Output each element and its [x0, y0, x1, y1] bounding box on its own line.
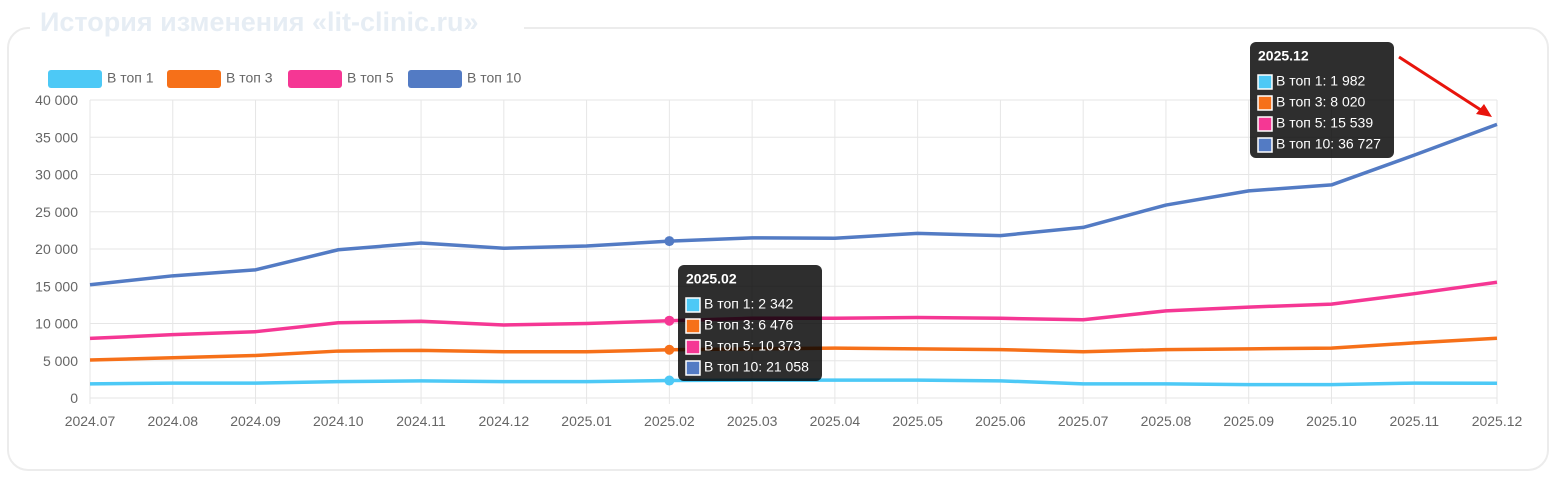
x-tick-label: 2025.06: [975, 413, 1026, 429]
x-tick-label: 2025.10: [1306, 413, 1357, 429]
tooltip-item: В топ 1: 1 982: [1276, 73, 1366, 89]
x-tick-label: 2025.01: [561, 413, 612, 429]
panel-title: История изменения «lit-clinic.ru»: [40, 7, 479, 37]
y-tick-label: 0: [70, 390, 78, 406]
grid: 0 5 000 10 000 15 000 20 000 25 000 30 000 35 0…: [35, 92, 1522, 429]
x-tick-label: 2025.07: [1058, 413, 1109, 429]
tooltip-swatch: [1257, 116, 1273, 132]
tooltip-item: В топ 3: 6 476: [704, 317, 794, 333]
tooltip-swatch: [685, 339, 701, 355]
tooltip: 2025.12 В топ 1: 1 982 В топ 3: 8 020 В топ…: [1250, 42, 1394, 158]
legend-label: В топ 3: [226, 70, 273, 86]
x-tick-label: 2025.09: [1223, 413, 1274, 429]
x-tick-label: 2025.08: [1141, 413, 1192, 429]
tooltip-swatch: [1257, 74, 1273, 90]
tooltip-swatch: [685, 360, 701, 376]
tooltip-title: 2025.12: [1258, 48, 1309, 64]
tooltip-box: [678, 265, 822, 381]
legend-swatch: [408, 70, 462, 88]
legend-swatch: [167, 70, 221, 88]
x-tick-label: 2025.02: [644, 413, 695, 429]
x-tick-label: 2025.12: [1472, 413, 1523, 429]
y-tick-label: 10 000: [35, 316, 78, 332]
y-tick-label: 35 000: [35, 129, 78, 145]
hover-point: [664, 315, 675, 326]
tooltip-item: В топ 3: 8 020: [1276, 94, 1366, 110]
x-tick-label: 2024.09: [230, 413, 281, 429]
tooltip-swatch: [685, 297, 701, 313]
tooltip-item: В топ 5: 15 539: [1276, 115, 1373, 131]
tooltips: 2025.02 В топ 1: 2 342 В топ 3: 6 476 В топ…: [678, 42, 1394, 381]
tooltip-item: В топ 10: 21 058: [704, 359, 809, 375]
tooltip-item: В топ 5: 10 373: [704, 338, 801, 354]
annotation-arrow: [1398, 55, 1485, 114]
legend-label: В топ 10: [467, 70, 522, 86]
x-tick-label: 2024.10: [313, 413, 364, 429]
legend-swatch: [48, 70, 102, 88]
x-tick-label: 2024.11: [396, 413, 446, 429]
legend-swatch: [288, 70, 342, 88]
annotation-arrow-head: [1476, 104, 1492, 117]
x-tick-label: 2025.05: [892, 413, 943, 429]
hover-point: [664, 375, 675, 386]
tooltip: 2025.02 В топ 1: 2 342 В топ 3: 6 476 В топ…: [678, 265, 822, 381]
y-tick-label: 40 000: [35, 92, 78, 108]
y-tick-label: 30 000: [35, 167, 78, 183]
tooltip-box: [1250, 42, 1394, 158]
x-tick-label: 2024.12: [479, 413, 530, 429]
y-tick-label: 15 000: [35, 278, 78, 294]
legend-label: В топ 5: [347, 70, 394, 86]
title-backdrop: [30, 6, 524, 42]
legend-label: В топ 1: [107, 70, 154, 86]
x-tick-label: 2025.03: [727, 413, 778, 429]
y-tick-label: 5 000: [43, 353, 78, 369]
y-tick-label: 25 000: [35, 204, 78, 220]
tooltip-swatch: [685, 318, 701, 334]
y-tick-label: 20 000: [35, 241, 78, 257]
tooltip-swatch: [1257, 95, 1273, 111]
x-tick-label: 2025.04: [810, 413, 861, 429]
x-tick-label: 2024.08: [147, 413, 198, 429]
tooltip-swatch: [1257, 137, 1273, 153]
legend: В топ 1 В топ 3 В топ 5 В топ 10: [48, 70, 522, 88]
hover-point: [664, 344, 675, 355]
x-tick-label: 2024.07: [65, 413, 116, 429]
series-line: [89, 122, 1498, 287]
tooltip-item: В топ 10: 36 727: [1276, 136, 1381, 152]
tooltip-title: 2025.02: [686, 271, 737, 287]
hover-point: [664, 236, 675, 247]
x-tick-label: 2025.11: [1389, 413, 1439, 429]
tooltip-item: В топ 1: 2 342: [704, 296, 794, 312]
